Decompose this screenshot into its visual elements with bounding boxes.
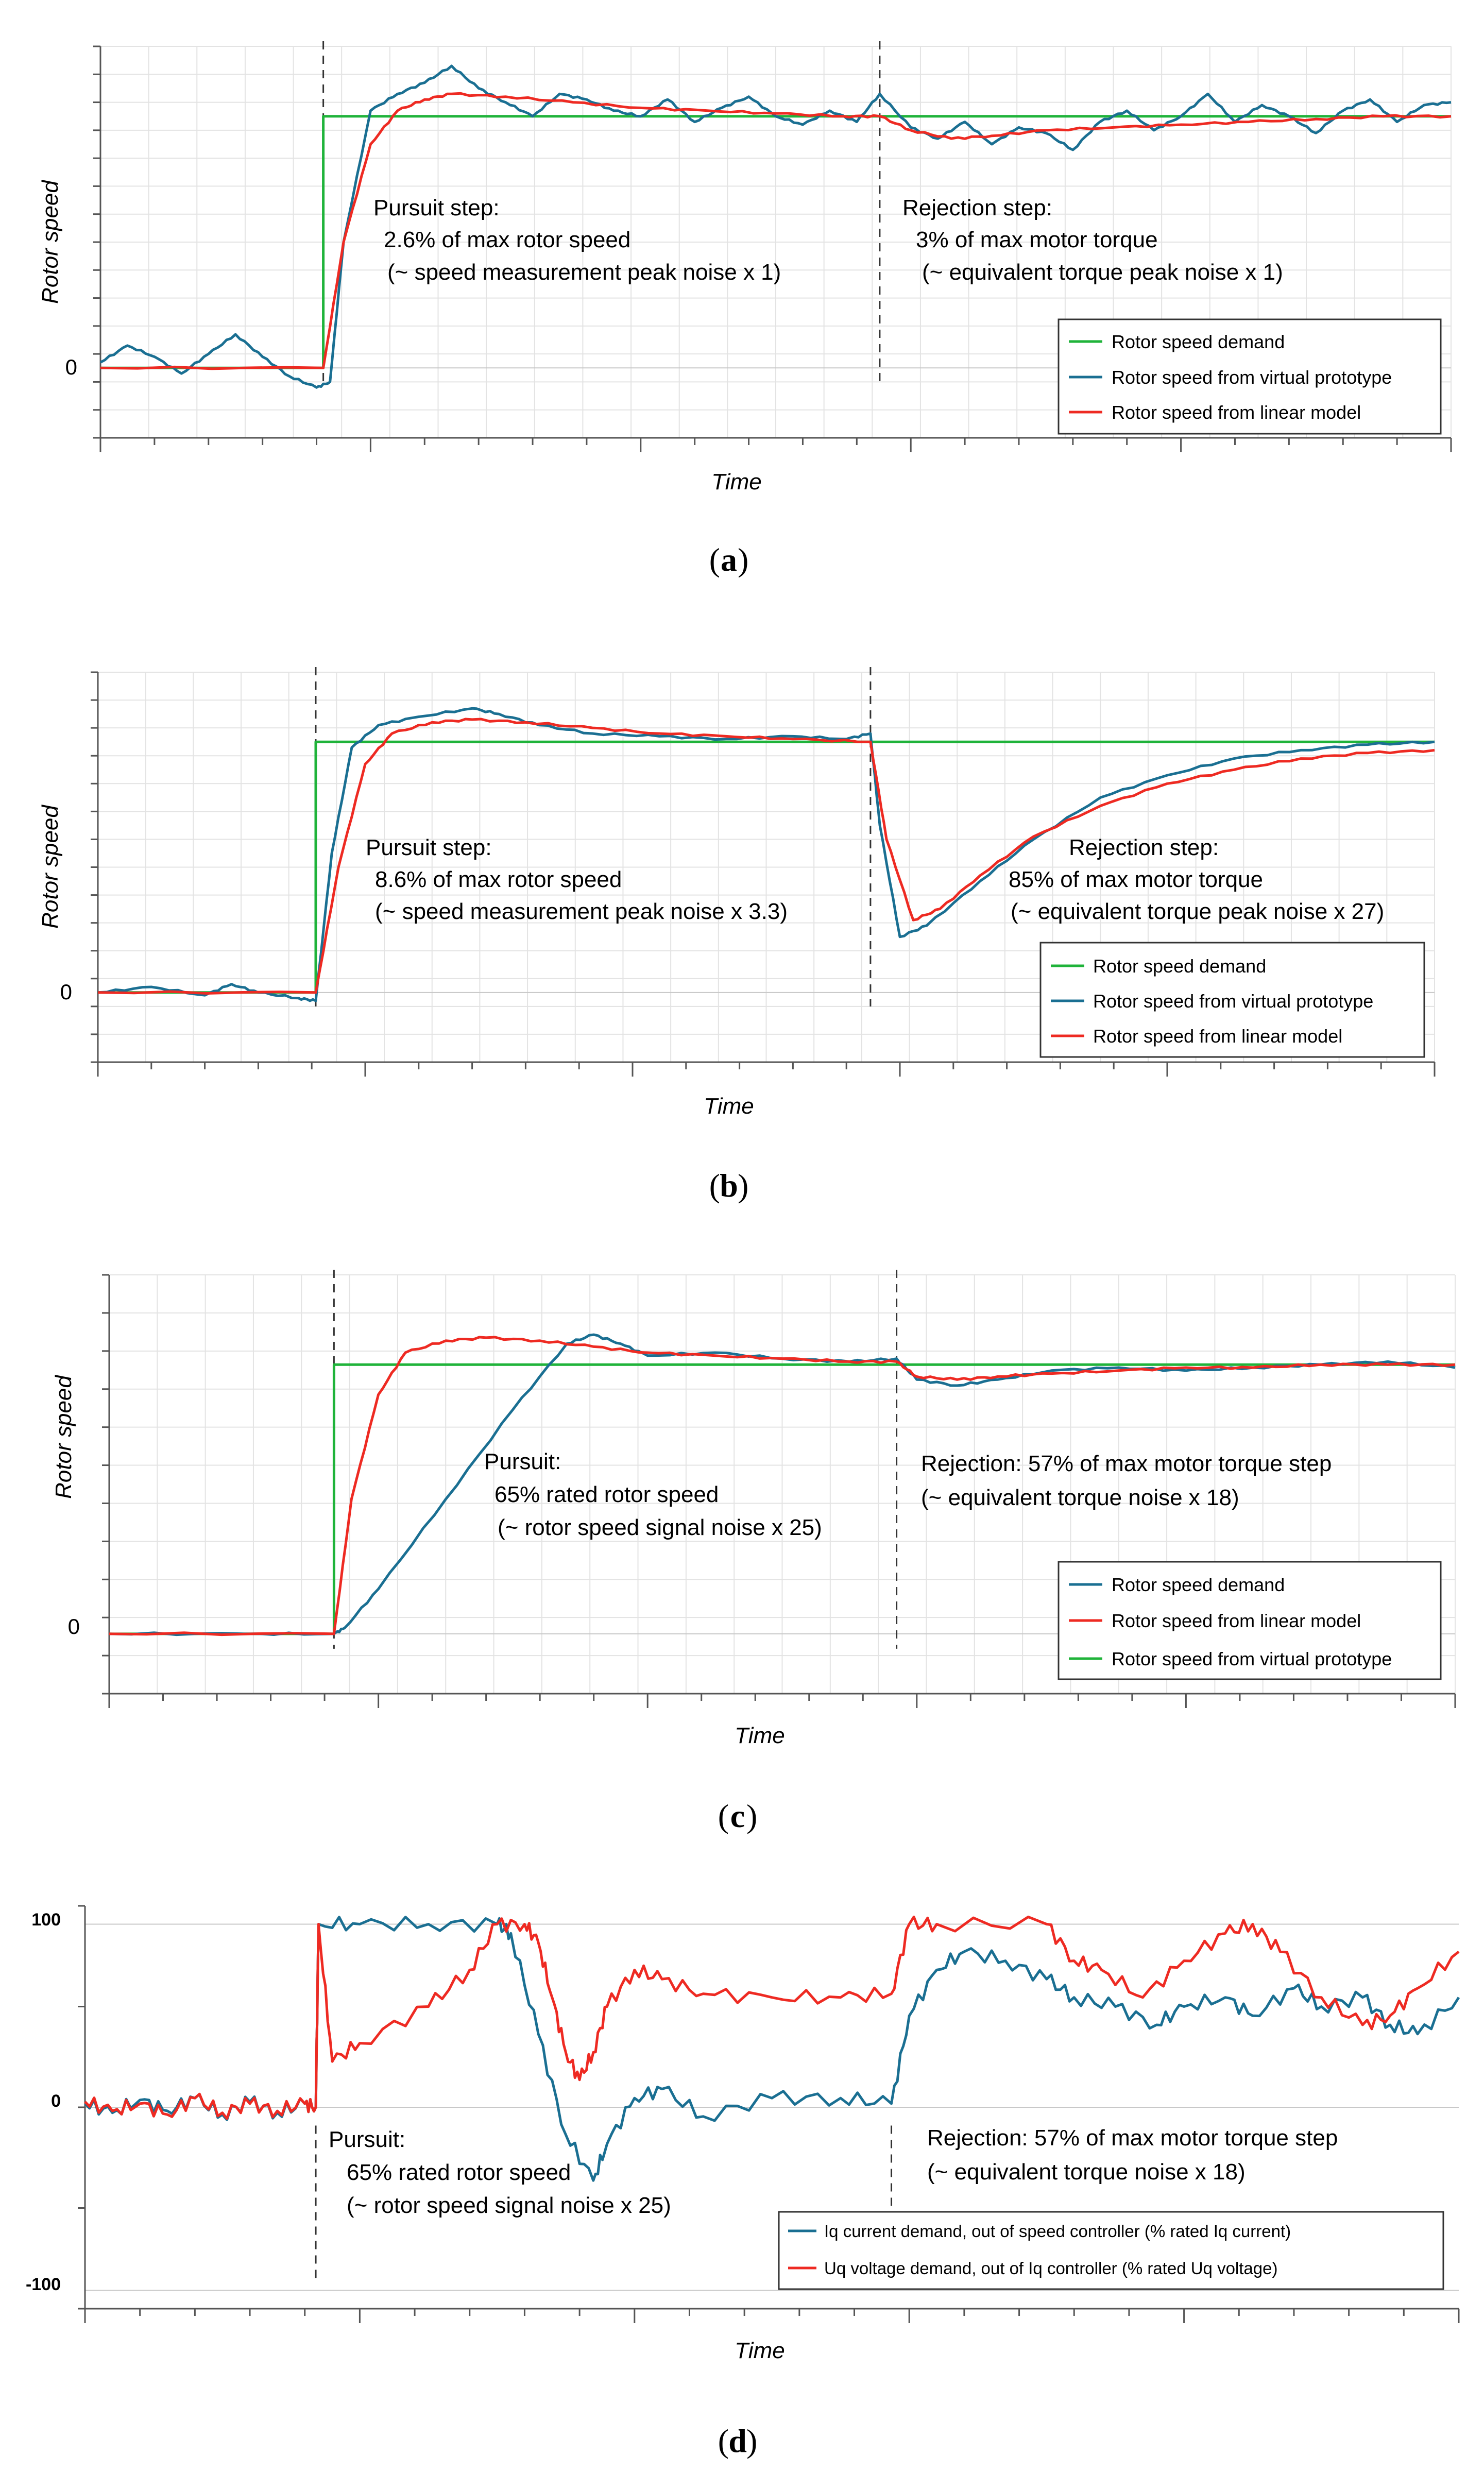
panel-a-rejection-line1: Rejection step: <box>902 195 1052 220</box>
panel-b-legend: Rotor speed demand Rotor speed from virt… <box>1039 942 1425 1058</box>
panel-d-series-red <box>84 1915 1460 2120</box>
panel-b-legend-item-0: Rotor speed demand <box>1093 956 1266 977</box>
panel-a-legend: Rotor speed demand Rotor speed from virt… <box>1057 318 1442 435</box>
panel-b-rejection-line3: (~ equivalent torque peak noise x 27) <box>1011 899 1384 924</box>
panel-d-label-close: ) <box>746 2423 757 2459</box>
panel-a-pursuit-line1: Pursuit step: <box>373 195 500 220</box>
panel-c-pursuit-line2: 65% rated rotor speed <box>494 1482 719 1507</box>
panel-a-label-close: ) <box>738 541 748 578</box>
panel-a-pursuit-line3: (~ speed measurement peak noise x 1) <box>387 260 781 285</box>
panel-c-legend-item-2: Rotor speed from virtual prototype <box>1112 1648 1392 1669</box>
panel-d-pursuit-line2: 65% rated rotor speed <box>347 2160 571 2185</box>
panel-c-pursuit-line1: Pursuit: <box>484 1449 561 1474</box>
panel-a-legend-item-1: Rotor speed from virtual prototype <box>1112 367 1392 388</box>
panel-c-legend-item-1: Rotor speed from linear model <box>1112 1610 1361 1631</box>
panel-d: 100 0 -100 Time Pursuit: 65% rated rotor… <box>26 1905 1460 2459</box>
panel-c-label: c <box>730 1798 745 1834</box>
panel-b-rejection-line2: 85% of max motor torque <box>1009 867 1263 892</box>
panel-b-legend-item-1: Rotor speed from virtual prototype <box>1093 991 1373 1012</box>
panel-c-rejection-line1: Rejection: 57% of max motor torque step <box>921 1451 1332 1476</box>
panel-b-ylabel: Rotor speed <box>38 805 63 929</box>
panel-b-pursuit-line2: 8.6% of max rotor speed <box>375 867 622 892</box>
panel-a-rejection-line2: 3% of max motor torque <box>916 227 1158 252</box>
panel-b: Rotor speed 0 Time Pursuit step: 8.6% of… <box>38 667 1436 1204</box>
panel-a-ylabel: Rotor speed <box>38 180 63 304</box>
panel-c-legend: Rotor speed demand Rotor speed from line… <box>1057 1561 1442 1680</box>
panel-b-label-close: ) <box>738 1167 748 1204</box>
panel-d-label: d <box>728 2423 747 2459</box>
panel-c-label-close: ) <box>746 1798 757 1834</box>
panel-d-legend-item-0: Iq current demand, out of speed controll… <box>824 2222 1291 2241</box>
panel-b-ytick-0: 0 <box>60 980 72 1004</box>
panel-a-legend-item-0: Rotor speed demand <box>1112 331 1285 352</box>
panel-b-plot <box>91 667 1436 1077</box>
panel-d-ytick-0: 0 <box>51 2091 61 2111</box>
panel-d-xlabel: Time <box>735 2338 784 2363</box>
panel-b-label: b <box>720 1167 738 1204</box>
panel-c: Rotor speed 0 Time Pursuit: 65% rated ro… <box>51 1270 1456 1834</box>
panel-a: Rotor speed 0 Time Pursuit step: 2.6% of… <box>38 41 1452 578</box>
panel-b-pursuit-line3: (~ speed measurement peak noise x 3.3) <box>375 899 788 924</box>
panel-c-label-open: ( <box>718 1798 729 1834</box>
panel-d-plot <box>78 1905 1460 2323</box>
panel-d-pursuit-line1: Pursuit: <box>329 2127 405 2152</box>
panel-d-rejection-line1: Rejection: 57% of max motor torque step <box>927 2125 1338 2151</box>
panel-b-rejection-line1: Rejection step: <box>1069 835 1219 860</box>
panel-c-rejection-line2: (~ equivalent torque noise x 18) <box>921 1485 1239 1510</box>
panel-c-ytick-0: 0 <box>68 1614 80 1639</box>
panel-d-legend: Iq current demand, out of speed controll… <box>778 2211 1444 2290</box>
panel-c-ylabel: Rotor speed <box>51 1375 76 1499</box>
panel-b-xlabel: Time <box>704 1094 754 1119</box>
panel-c-xlabel: Time <box>735 1723 784 1748</box>
panel-d-ytick-100: 100 <box>31 1910 61 1930</box>
panel-d-pursuit-line3: (~ rotor speed signal noise x 25) <box>347 2193 671 2218</box>
panel-d-legend-item-1: Uq voltage demand, out of Iq controller … <box>824 2259 1277 2278</box>
panel-c-legend-item-0: Rotor speed demand <box>1112 1574 1285 1595</box>
panel-c-plot <box>102 1270 1456 1708</box>
panel-d-ytick-minus100: -100 <box>26 2275 61 2294</box>
panel-a-label-open: ( <box>709 541 720 578</box>
panel-a-series-blue <box>99 64 1452 389</box>
panel-a-label: a <box>721 541 737 578</box>
panel-a-legend-item-2: Rotor speed from linear model <box>1112 402 1361 423</box>
panel-b-series-blue <box>97 707 1435 1002</box>
panel-a-pursuit-line2: 2.6% of max rotor speed <box>384 227 630 252</box>
panel-b-label-open: ( <box>709 1167 720 1204</box>
panel-c-series-red <box>109 1336 1456 1636</box>
panel-b-pursuit-line1: Pursuit step: <box>366 835 492 860</box>
panel-a-xlabel: Time <box>711 469 761 494</box>
panel-a-ytick-0: 0 <box>65 355 77 379</box>
panel-b-series-red <box>97 718 1435 995</box>
panel-d-rejection-line2: (~ equivalent torque noise x 18) <box>927 2159 1246 2185</box>
panel-c-pursuit-line3: (~ rotor speed signal noise x 25) <box>498 1515 822 1540</box>
panel-b-legend-item-2: Rotor speed from linear model <box>1093 1026 1342 1047</box>
panel-a-series-red <box>100 92 1452 370</box>
panel-d-label-open: ( <box>718 2423 729 2459</box>
panel-a-rejection-line3: (~ equivalent torque peak noise x 1) <box>922 260 1283 285</box>
